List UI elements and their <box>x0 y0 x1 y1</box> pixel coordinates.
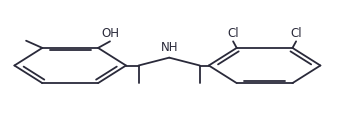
Text: NH: NH <box>161 41 178 54</box>
Text: OH: OH <box>102 27 120 40</box>
Text: Cl: Cl <box>290 27 302 40</box>
Text: Cl: Cl <box>227 27 239 40</box>
